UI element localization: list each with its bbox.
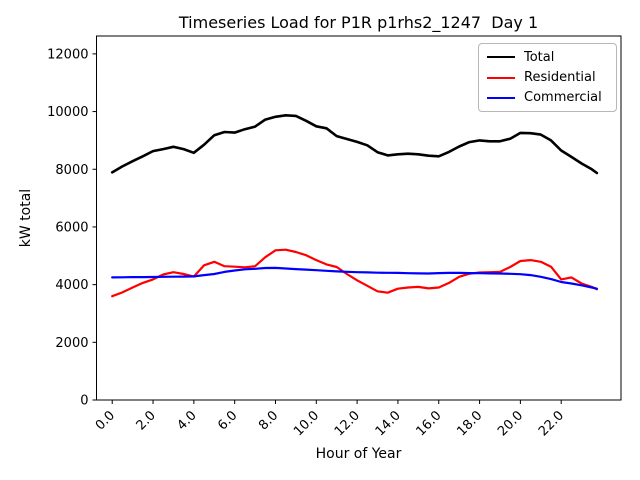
x-tick-label: 8.0: [256, 408, 281, 433]
legend-item-total: Total: [487, 48, 608, 66]
series-line-commercial: [111, 266, 599, 290]
legend: Total Residential Commercial: [478, 43, 617, 112]
y-tick-label: 12000: [47, 47, 88, 62]
x-tick-label: 12.0: [332, 408, 363, 439]
legend-label-residential: Residential: [524, 70, 596, 85]
total-line-swatch: [487, 56, 515, 59]
chart-title: Timeseries Load for P1R p1rhs2_1247 Day …: [178, 13, 539, 32]
series-line-total: [110, 114, 599, 175]
x-tick-label: 14.0: [373, 408, 404, 439]
x-tick-label: 10.0: [291, 408, 322, 439]
y-tick-label: 2000: [55, 336, 88, 351]
y-axis-label: kW total: [18, 188, 34, 248]
x-tick-label: 6.0: [215, 408, 240, 433]
legend-item-commercial: Commercial: [487, 89, 608, 107]
x-tick-label: 2.0: [134, 408, 159, 433]
y-tick-label: 0: [80, 394, 88, 409]
y-tick-label: 10000: [47, 105, 88, 120]
legend-label-commercial: Commercial: [524, 90, 602, 106]
x-tick-label: 0.0: [93, 408, 118, 433]
legend-item-residential: Residential: [487, 69, 608, 87]
x-tick-label: 16.0: [414, 408, 445, 439]
y-tick-label: 8000: [55, 163, 88, 178]
residential-line-swatch: [487, 76, 515, 79]
x-axis-label: Hour of Year: [315, 446, 402, 462]
x-tick-label: 20.0: [495, 408, 526, 439]
legend-label-total: Total: [524, 49, 555, 65]
commercial-line-swatch: [487, 96, 515, 99]
axes-frame: [96, 35, 622, 401]
y-tick-label: 6000: [55, 220, 88, 235]
x-tick-label: 22.0: [536, 408, 567, 439]
y-tick-label: 4000: [55, 278, 88, 293]
x-tick-label: 18.0: [454, 408, 485, 439]
x-tick-label: 4.0: [174, 408, 199, 433]
